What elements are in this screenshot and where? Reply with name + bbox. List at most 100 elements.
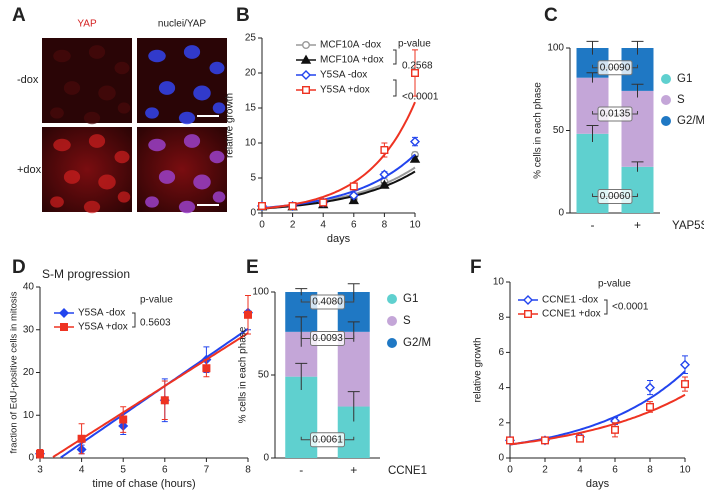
point bbox=[681, 380, 690, 389]
chart: 0 2 4 6 8 10 0 2 4 6 8 10 relative growth CCNE1 -dox C… bbox=[473, 277, 691, 490]
legend-label: G1 bbox=[677, 73, 692, 85]
x-tick-label: 8 bbox=[245, 465, 251, 476]
annotation-box bbox=[310, 294, 345, 310]
legend-marker bbox=[524, 310, 533, 319]
fit-curve bbox=[261, 101, 416, 210]
point bbox=[409, 153, 421, 163]
point bbox=[288, 201, 297, 210]
x-tick-label: 4 bbox=[577, 465, 583, 476]
annotation: 0.2568 bbox=[402, 61, 433, 72]
annotation: 0.4080 bbox=[312, 297, 343, 308]
point bbox=[348, 190, 359, 201]
nucleus bbox=[88, 134, 106, 148]
x-tick-label: 10 bbox=[409, 220, 421, 231]
column-label: nuclei/YAP bbox=[158, 19, 207, 30]
y-tick-label: 0 bbox=[558, 208, 564, 219]
annotation: <0.0001 bbox=[402, 92, 439, 103]
bracket bbox=[393, 79, 397, 97]
annotation: 0.0090 bbox=[600, 62, 631, 73]
error-bar bbox=[631, 161, 644, 172]
legend-label: CCNE1 +dox bbox=[542, 309, 601, 320]
nucleus bbox=[145, 196, 159, 208]
legend-label: S bbox=[403, 315, 411, 327]
nucleus bbox=[117, 191, 131, 203]
legend-marker bbox=[59, 308, 69, 318]
annotation: 0.0093 bbox=[312, 333, 343, 344]
nucleus bbox=[98, 85, 116, 101]
x-tick-label: 8 bbox=[382, 220, 388, 231]
column-label: YAP bbox=[77, 19, 97, 30]
y-tick-label: 20 bbox=[23, 367, 35, 378]
x-tick-label: 6 bbox=[162, 465, 168, 476]
annotation: p-value bbox=[140, 295, 173, 306]
panel-letter: E bbox=[246, 257, 259, 278]
nucleus bbox=[148, 138, 166, 152]
legend-label: G1 bbox=[403, 293, 418, 305]
error-bar bbox=[295, 316, 308, 347]
nucleus bbox=[83, 200, 101, 214]
legend-swatch bbox=[661, 116, 671, 126]
chart-title: S-M progression bbox=[42, 267, 130, 281]
point bbox=[119, 415, 128, 424]
x-tick-label: + bbox=[350, 463, 357, 477]
annotation-box bbox=[310, 330, 345, 346]
legend-label: Y5SA +dox bbox=[320, 85, 370, 96]
x-tick-label: 0 bbox=[507, 465, 513, 476]
error-bar bbox=[586, 72, 599, 83]
annotation: <0.0001 bbox=[612, 302, 649, 313]
nucleus bbox=[209, 150, 225, 164]
nucleus bbox=[50, 196, 64, 208]
point bbox=[319, 198, 328, 207]
panel-letter: A bbox=[12, 5, 26, 26]
x-tick-label: + bbox=[634, 218, 641, 232]
bar-segment bbox=[576, 77, 609, 134]
error-bar bbox=[295, 288, 308, 296]
nucleus bbox=[193, 174, 211, 190]
point bbox=[36, 449, 45, 458]
x-tick-label: 5 bbox=[120, 465, 126, 476]
point bbox=[410, 136, 420, 147]
x-tick-label: 0 bbox=[259, 220, 265, 231]
y-tick-label: 0 bbox=[263, 453, 269, 464]
micrograph bbox=[42, 127, 132, 214]
nucleus bbox=[178, 200, 196, 214]
y-tick-label: 50 bbox=[553, 125, 565, 136]
point bbox=[202, 364, 211, 373]
y-tick-label: 10 bbox=[245, 138, 257, 149]
point bbox=[576, 434, 585, 443]
annotation-box bbox=[597, 60, 633, 76]
annotation: 0.5603 bbox=[140, 318, 171, 329]
legend-label: G2/M bbox=[403, 337, 431, 349]
chart: 0 50 100 % cells in each phase G1 S G2/M - + YAP5… bbox=[533, 40, 704, 232]
x-tick-label: 10 bbox=[679, 465, 691, 476]
legend-swatch bbox=[387, 338, 397, 348]
legend-marker bbox=[302, 41, 311, 50]
y-tick-label: 40 bbox=[23, 282, 35, 293]
y-axis-label: % cells in each phase bbox=[238, 326, 249, 423]
legend-label: Y5SA -dox bbox=[320, 70, 367, 81]
legend-label: Y5SA +dox bbox=[78, 322, 128, 333]
y-axis-label: relative growth bbox=[225, 93, 236, 158]
legend-label: CCNE1 -dox bbox=[542, 295, 598, 306]
chart: 0 5 10 15 20 25 0 2 4 6 8 10 relative growth MCF10A -… bbox=[225, 33, 439, 245]
y-tick-label: 50 bbox=[258, 370, 270, 381]
panel-letter: F bbox=[470, 257, 482, 278]
error-bar bbox=[347, 391, 360, 422]
x-tick-label: 4 bbox=[320, 220, 326, 231]
chart: 0 10 20 30 40 3 4 5 6 7 8 fraction of EdU-positive … bbox=[9, 267, 253, 490]
annotation: 0.0061 bbox=[312, 434, 343, 445]
y-tick-label: 6 bbox=[498, 347, 504, 358]
x-tick-label: 2 bbox=[290, 220, 296, 231]
point bbox=[379, 179, 390, 189]
row-label: -dox bbox=[17, 74, 39, 86]
x-axis-label: days bbox=[327, 233, 351, 245]
nucleus bbox=[148, 49, 166, 63]
y-tick-label: 100 bbox=[547, 43, 564, 54]
point bbox=[379, 169, 390, 180]
fit-curve bbox=[261, 170, 416, 210]
y-axis-label: relative growth bbox=[473, 337, 484, 402]
micrograph bbox=[137, 38, 227, 125]
x-tick-label: 7 bbox=[204, 465, 210, 476]
